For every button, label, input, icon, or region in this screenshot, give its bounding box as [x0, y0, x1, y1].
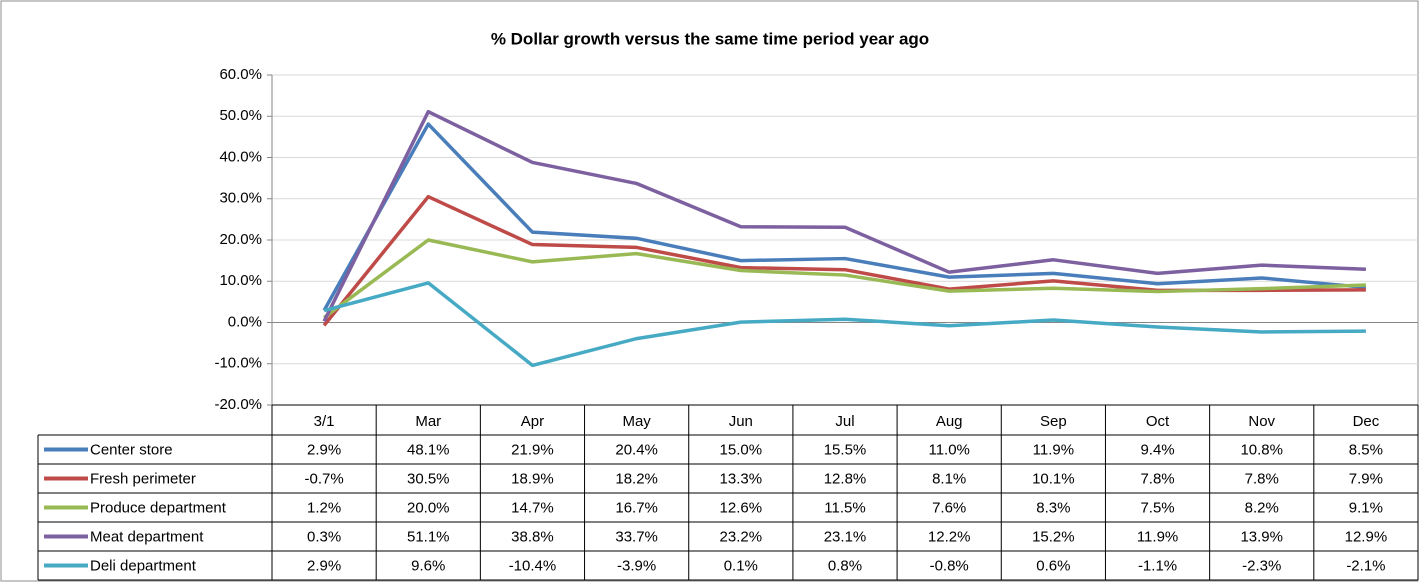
x-tick-label: Oct	[1146, 413, 1170, 430]
table-value: 30.5%	[407, 470, 450, 487]
table-value: 23.1%	[824, 528, 867, 545]
table-value: 51.1%	[407, 528, 450, 545]
table-value: 7.6%	[932, 499, 966, 516]
table-value: 11.0%	[928, 441, 969, 458]
y-tick-label: 10.0%	[219, 272, 262, 289]
table-value: 9.1%	[1349, 499, 1383, 516]
x-tick-label: Nov	[1248, 413, 1275, 430]
table-value: 9.6%	[411, 557, 445, 574]
table-value: -2.1%	[1346, 557, 1385, 574]
legend-label: Center store	[90, 441, 173, 458]
table-value: 2.9%	[307, 557, 341, 574]
legend-label: Fresh perimeter	[90, 470, 196, 487]
y-tick-label: 0.0%	[228, 313, 262, 330]
x-tick-label: Dec	[1353, 413, 1380, 430]
x-tick-label: 3/1	[314, 413, 335, 430]
series-line	[322, 122, 1367, 312]
table-value: -2.3%	[1242, 557, 1281, 574]
y-tick-label: 60.0%	[219, 66, 262, 83]
table-value: 15.0%	[720, 441, 763, 458]
table-value: 16.7%	[615, 499, 658, 516]
series-line	[323, 281, 1366, 368]
table-value: 7.8%	[1245, 470, 1279, 487]
y-tick-label: -20.0%	[214, 396, 262, 413]
table-value: 15.5%	[824, 441, 867, 458]
table-value: 20.4%	[615, 441, 658, 458]
x-tick-label: May	[622, 413, 651, 430]
table-value: 0.3%	[307, 528, 341, 545]
x-tick-label: Apr	[521, 413, 544, 430]
table-value: 7.9%	[1349, 470, 1383, 487]
table-value: 12.2%	[928, 528, 971, 545]
table-value: 10.8%	[1240, 441, 1283, 458]
table-value: 14.7%	[511, 499, 554, 516]
legend-label: Meat department	[90, 528, 204, 545]
table-value: -0.8%	[930, 557, 969, 574]
y-tick-label: -10.0%	[214, 355, 262, 372]
table-value: 8.2%	[1245, 499, 1279, 516]
table-value: 7.8%	[1140, 470, 1174, 487]
y-tick-label: 30.0%	[219, 190, 262, 207]
table-value: -3.9%	[617, 557, 656, 574]
table-value: 2.9%	[307, 441, 341, 458]
table-value: -1.1%	[1138, 557, 1177, 574]
table-value: -0.7%	[304, 470, 343, 487]
table-value: 13.3%	[720, 470, 763, 487]
x-tick-label: Jul	[835, 413, 854, 430]
table-value: 18.9%	[511, 470, 554, 487]
table-value: 0.8%	[828, 557, 862, 574]
y-tick-label: 50.0%	[219, 107, 262, 124]
table-value: 0.6%	[1036, 557, 1070, 574]
table-value: 11.9%	[1137, 528, 1178, 545]
legend-label: Deli department	[90, 557, 197, 574]
table-value: 12.8%	[824, 470, 867, 487]
x-tick-label: Sep	[1040, 413, 1067, 430]
table-value: 21.9%	[511, 441, 554, 458]
table-value: 8.5%	[1349, 441, 1383, 458]
table-value: 10.1%	[1032, 470, 1075, 487]
table-value: 13.9%	[1240, 528, 1283, 545]
table-value: 12.6%	[720, 499, 763, 516]
table-value: 33.7%	[615, 528, 658, 545]
x-tick-label: Jun	[729, 413, 753, 430]
table-value: 8.3%	[1036, 499, 1070, 516]
y-tick-label: 20.0%	[219, 231, 262, 248]
table-value: 7.5%	[1140, 499, 1174, 516]
chart-title: % Dollar growth versus the same time per…	[491, 29, 929, 48]
series-line	[323, 238, 1366, 319]
table-value: 11.5%	[824, 499, 865, 516]
table-value: 12.9%	[1345, 528, 1388, 545]
table-value: 23.2%	[720, 528, 763, 545]
table-value: 1.2%	[307, 499, 341, 516]
legend-label: Produce department	[90, 499, 227, 516]
x-tick-label: Aug	[936, 413, 963, 430]
table-value: 38.8%	[511, 528, 554, 545]
table-value: 9.4%	[1140, 441, 1174, 458]
table-value: 15.2%	[1032, 528, 1075, 545]
table-value: -10.4%	[509, 557, 557, 574]
series-line	[322, 109, 1366, 323]
table-value: 8.1%	[932, 470, 966, 487]
table-value: 48.1%	[407, 441, 450, 458]
y-tick-label: 40.0%	[219, 148, 262, 165]
table-value: 0.1%	[724, 557, 758, 574]
table-value: 18.2%	[615, 470, 658, 487]
x-tick-label: Mar	[415, 413, 441, 430]
table-value: 20.0%	[407, 499, 450, 516]
table-value: 11.9%	[1033, 441, 1074, 458]
